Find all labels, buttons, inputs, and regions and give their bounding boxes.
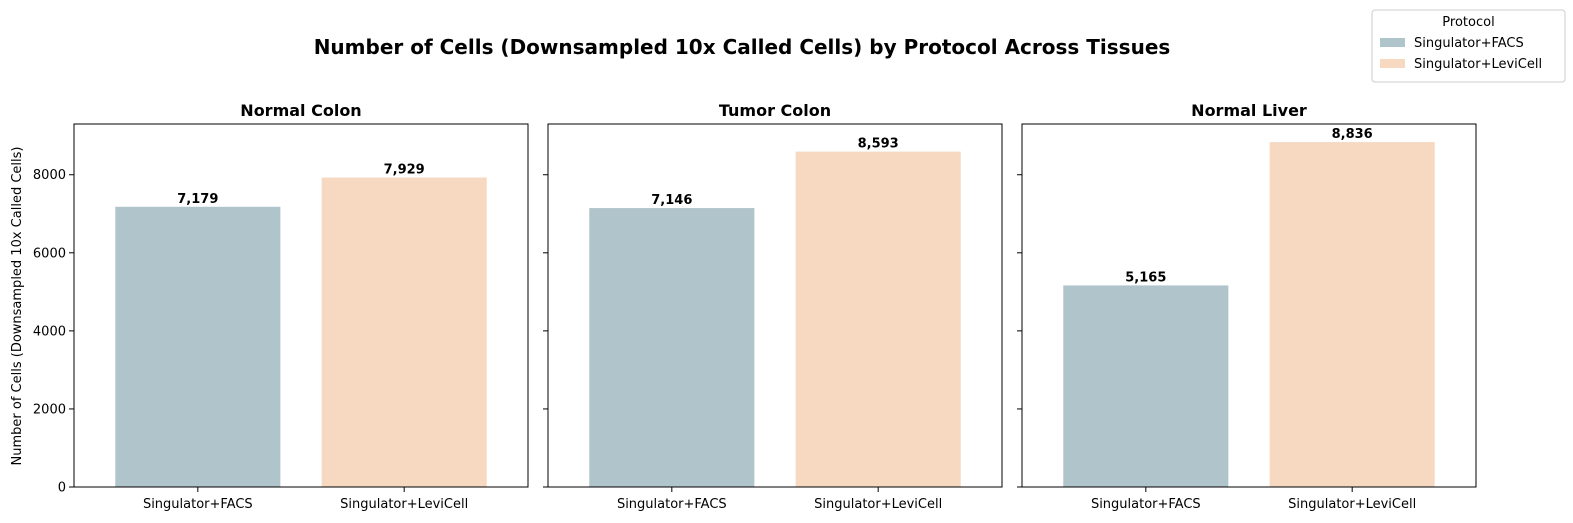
y-tick-label: 6000 (33, 246, 66, 261)
plot-frame (73, 123, 529, 488)
legend-entry: Singulator+FACS (1414, 36, 1524, 51)
bar-singulator-levicell (1269, 142, 1435, 487)
legend-swatch (1380, 59, 1405, 68)
y-tick-label: 4000 (33, 324, 66, 339)
y-axis-label: Number of Cells (Downsampled 10x Called … (10, 147, 25, 466)
panel-normal-colon: Normal Colon 7,179 Singulator+FACS 7,929 Sin… (33, 101, 529, 512)
bar-singulator-facs (1063, 285, 1229, 487)
plot-frame (1021, 123, 1477, 488)
y-tick-label: 0 (58, 481, 66, 496)
panel-title: Normal Liver (1191, 101, 1307, 120)
data-label: 8,836 (1332, 127, 1373, 142)
panel-normal-liver: Normal Liver 5,165 Singulator+FACS 8,836 Sin… (1017, 101, 1477, 512)
y-tick-label: 8000 (33, 168, 66, 183)
data-label: 7,929 (384, 163, 425, 178)
x-tick-label: Singulator+FACS (143, 497, 253, 512)
panel-tumor-colon: Tumor Colon 7,146 Singulator+FACS 8,593 Sing… (543, 101, 1003, 512)
data-label: 7,179 (177, 192, 218, 207)
chart-title: Number of Cells (Downsampled 10x Called … (314, 35, 1171, 59)
plot-frame (547, 123, 1003, 488)
legend-entry: Singulator+LeviCell (1414, 57, 1542, 72)
legend-title: Protocol (1442, 15, 1494, 30)
data-label: 8,593 (858, 137, 899, 152)
data-label: 5,165 (1125, 270, 1166, 285)
bar-singulator-levicell (321, 177, 487, 487)
x-tick-label: Singulator+LeviCell (814, 497, 942, 512)
panels-group: Normal Colon 7,179 Singulator+FACS 7,929 Sin… (33, 101, 1477, 512)
bar-singulator-levicell (795, 151, 961, 487)
bar-singulator-facs (589, 208, 755, 487)
legend: Protocol Singulator+FACS Singulator+LeviCe… (1371, 9, 1566, 83)
x-tick-label: Singulator+LeviCell (1288, 497, 1416, 512)
legend-frame (1371, 9, 1566, 83)
panel-title: Tumor Colon (719, 101, 831, 120)
x-tick-label: Singulator+FACS (617, 497, 727, 512)
bar-singulator-facs (115, 206, 281, 487)
y-tick-label: 2000 (33, 402, 66, 417)
legend-swatch (1380, 38, 1405, 47)
x-tick-label: Singulator+FACS (1091, 497, 1201, 512)
data-label: 7,146 (651, 193, 692, 208)
x-tick-label: Singulator+LeviCell (340, 497, 468, 512)
panel-title: Normal Colon (240, 101, 361, 120)
